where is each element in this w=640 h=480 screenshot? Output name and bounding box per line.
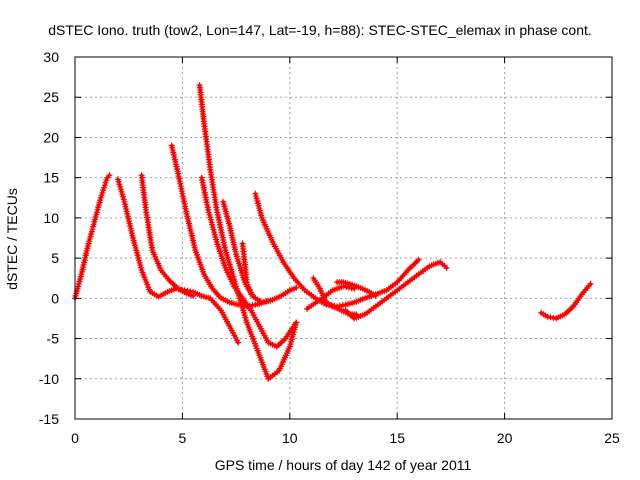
x-tick-label: 20 <box>497 430 513 446</box>
series-group <box>334 279 379 299</box>
y-tick-label: 20 <box>43 129 59 145</box>
data-point <box>293 284 300 291</box>
chart-title: dSTEC Iono. truth (tow2, Lon=147, Lat=-1… <box>48 22 592 38</box>
y-tick-label: 25 <box>43 89 59 105</box>
y-tick-label: 10 <box>43 210 59 226</box>
y-axis-ticks: -15 -10 -5 0 5 10 15 20 25 30 <box>39 49 612 427</box>
y-tick-label: -10 <box>39 371 59 387</box>
series-group <box>310 275 360 318</box>
data-series <box>72 82 594 382</box>
series-group <box>168 142 300 310</box>
x-tick-label: 0 <box>71 430 79 446</box>
data-point <box>190 292 197 299</box>
x-tick-label: 15 <box>389 430 405 446</box>
series-group <box>304 283 358 312</box>
data-point <box>415 256 422 263</box>
series-group <box>538 280 594 322</box>
data-point <box>235 339 242 346</box>
x-axis-label: GPS time / hours of day 142 of year 2011 <box>215 457 472 473</box>
y-axis-label: dSTEC / TECUs <box>4 188 20 290</box>
data-point <box>106 172 113 179</box>
y-tick-label: 15 <box>43 170 59 186</box>
series-group <box>239 240 255 298</box>
data-point <box>265 297 272 304</box>
series-group <box>342 259 450 322</box>
series-group <box>220 198 272 306</box>
data-point <box>443 264 450 271</box>
series-group <box>72 172 113 302</box>
y-tick-label: 0 <box>51 290 59 306</box>
x-tick-label: 10 <box>282 430 298 446</box>
series-group <box>196 82 300 382</box>
x-tick-label: 25 <box>604 430 620 446</box>
data-point <box>587 280 594 287</box>
series-group <box>198 174 300 350</box>
y-tick-label: -15 <box>39 411 59 427</box>
data-point <box>248 291 255 298</box>
grid-lines <box>75 57 612 419</box>
data-point <box>372 292 379 299</box>
series-group <box>138 172 197 299</box>
y-tick-label: 5 <box>51 250 59 266</box>
x-axis-ticks: 0 5 10 15 20 25 <box>71 57 620 446</box>
y-tick-label: -5 <box>47 331 60 347</box>
data-point <box>293 319 300 326</box>
y-tick-label: 30 <box>43 49 59 65</box>
plot-frame <box>74 56 613 420</box>
x-tick-label: 5 <box>179 430 187 446</box>
